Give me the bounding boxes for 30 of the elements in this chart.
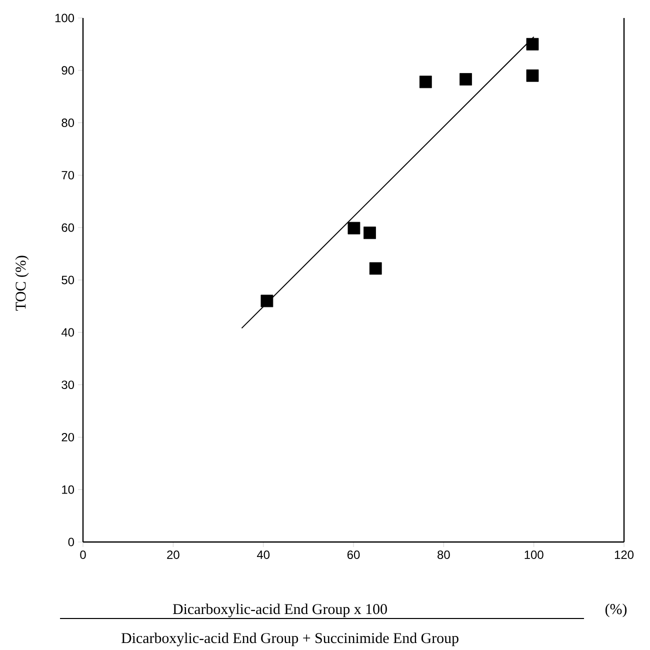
x-tick-label: 20 bbox=[167, 550, 180, 559]
y-tick-label: 50 bbox=[62, 276, 74, 284]
x-tick-label: 60 bbox=[347, 550, 360, 559]
y-tick-label: 0 bbox=[68, 538, 74, 546]
point bbox=[460, 73, 472, 86]
y-tick-label: 90 bbox=[62, 66, 74, 75]
y-tick-label: 100 bbox=[55, 14, 74, 22]
point bbox=[419, 76, 432, 88]
y-tick-label: 70 bbox=[62, 170, 74, 180]
x-tick-label: 40 bbox=[256, 550, 270, 559]
y-tick-label: 60 bbox=[62, 223, 74, 232]
point bbox=[526, 69, 539, 82]
y-axis-title: TOC (%) bbox=[15, 256, 29, 311]
x-tick-label: 100 bbox=[524, 550, 544, 559]
x-tick-label: 0 bbox=[80, 550, 86, 559]
y-tick-label: 40 bbox=[61, 328, 74, 337]
y-tick-label: 20 bbox=[62, 432, 74, 442]
x-tick-label: 80 bbox=[438, 550, 450, 559]
point bbox=[364, 226, 376, 240]
y-tick-label: 10 bbox=[62, 485, 74, 494]
x-axis-title: Dicarboxylic-acid End Group x 100 bbox=[172, 604, 387, 618]
point bbox=[369, 262, 382, 275]
y-tick-label: 30 bbox=[62, 380, 74, 390]
text: Dicarboxylic-acid End Group + Succinimide End Group bbox=[121, 632, 458, 646]
text: (%) bbox=[605, 604, 627, 618]
point bbox=[260, 294, 274, 308]
y-tick-label: 80 bbox=[62, 118, 74, 128]
x-tick-label: 120 bbox=[614, 550, 634, 559]
point bbox=[348, 222, 360, 234]
point bbox=[526, 38, 539, 50]
